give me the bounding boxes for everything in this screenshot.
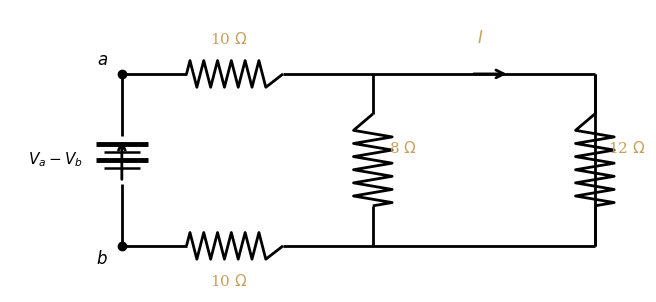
Text: $a$: $a$ [96, 53, 108, 69]
Text: 12 $\Omega$: 12 $\Omega$ [607, 140, 645, 156]
Text: 8 $\Omega$: 8 $\Omega$ [389, 140, 417, 156]
Text: 10 $\Omega$: 10 $\Omega$ [210, 272, 247, 288]
Text: $I$: $I$ [478, 30, 484, 47]
Text: 10 $\Omega$: 10 $\Omega$ [210, 31, 247, 47]
Text: $V_a - V_b$: $V_a - V_b$ [28, 150, 83, 169]
Text: $b$: $b$ [96, 250, 108, 268]
